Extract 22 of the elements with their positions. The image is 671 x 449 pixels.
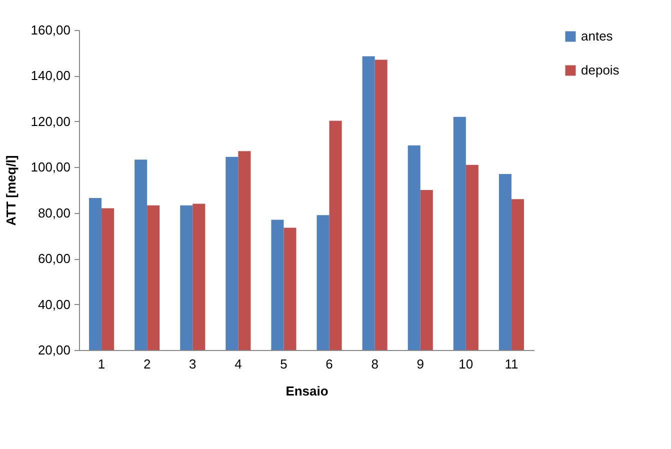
y-tick-label: 20,00	[38, 342, 70, 358]
x-tick-label: 11	[504, 356, 518, 372]
y-tick-label: 60,00	[38, 251, 70, 266]
x-tick-label: 6	[326, 356, 333, 372]
x-tick-label: 2	[143, 356, 151, 372]
legend-label: depois	[581, 62, 620, 78]
x-tick-label: 1	[98, 356, 106, 372]
y-tick-label: 120,00	[30, 114, 70, 129]
x-tick-label: 3	[189, 356, 196, 372]
y-tick-label: 40,00	[38, 296, 70, 312]
y-tick-label: 100,00	[30, 160, 70, 175]
x-tick-label: 4	[234, 356, 242, 372]
y-tick-label: 140,00	[30, 68, 70, 84]
y-tick-label: 160,00	[30, 22, 70, 38]
x-tick-label: 8	[371, 356, 378, 372]
y-tick-label: 80,00	[38, 205, 70, 220]
y-axis-title: ATT [meq/l]	[4, 155, 19, 226]
legend-label: antes	[581, 28, 614, 44]
x-tick-label: 10	[458, 356, 474, 372]
x-tick-label: 9	[416, 356, 424, 372]
x-axis-title: Ensaio	[286, 384, 328, 398]
x-tick-label: 5	[280, 356, 288, 372]
